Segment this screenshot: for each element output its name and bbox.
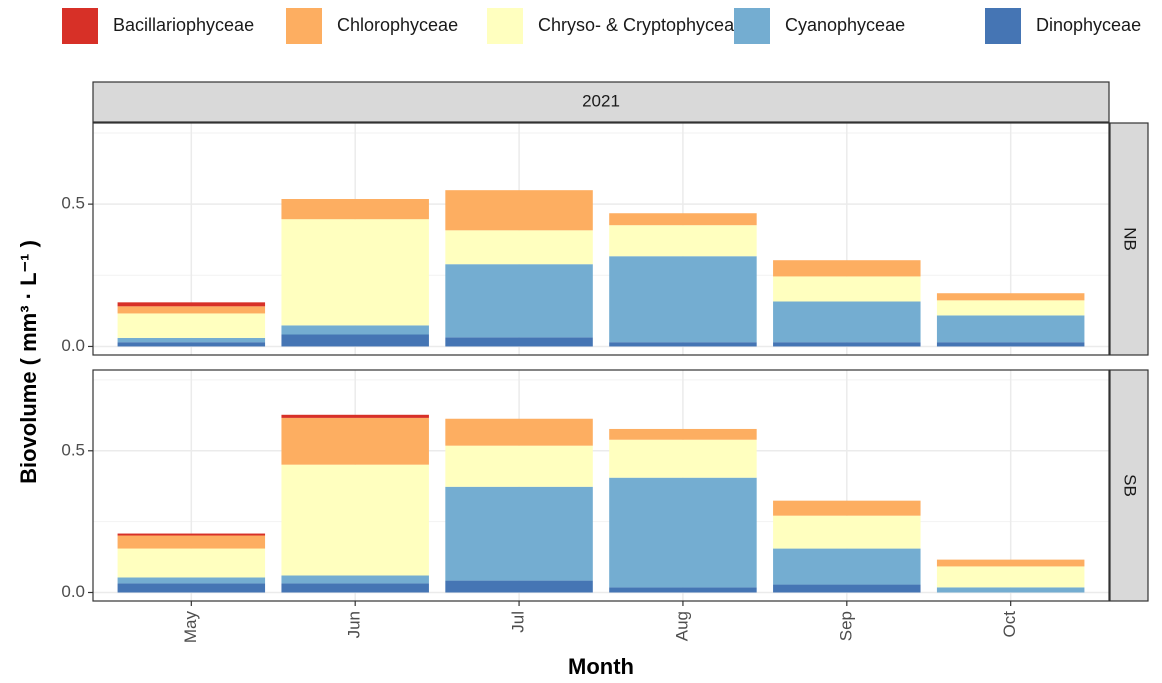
bar-segment — [445, 580, 593, 593]
legend-key — [286, 8, 322, 44]
bar-segment — [117, 306, 266, 314]
bar-segment — [773, 548, 921, 585]
legend-label: Chryso- & Cryptophyceae — [538, 15, 744, 35]
panel-strip — [1109, 369, 1149, 602]
bar-segment — [773, 260, 921, 277]
y-tick-label: 0.0 — [61, 336, 85, 355]
legend-label: Cyanophyceae — [785, 15, 905, 35]
bar-segment — [609, 342, 757, 347]
bar-segment — [609, 587, 757, 593]
bar-segment — [281, 199, 429, 220]
bar-segment — [117, 302, 266, 307]
bar-segment — [609, 256, 757, 343]
bar-segment — [445, 337, 593, 347]
facet-strip — [92, 81, 1110, 123]
bar-segment — [773, 276, 921, 302]
bar-segment — [445, 190, 593, 231]
bar-segment — [281, 575, 429, 584]
bar-segment — [773, 500, 921, 516]
y-tick-label: 0.0 — [61, 582, 85, 601]
bar-segment — [445, 418, 593, 446]
bar-segment — [117, 337, 266, 343]
panel-label: NB — [1121, 227, 1140, 251]
bar-segment — [117, 342, 266, 347]
bar-segment — [936, 342, 1085, 347]
bar-segment — [281, 417, 429, 465]
x-tick-label: Aug — [672, 611, 691, 641]
bar-segment — [936, 566, 1085, 588]
legend-key — [734, 8, 770, 44]
bar-segment — [773, 584, 921, 593]
x-tick-label: May — [181, 611, 200, 644]
bar-segment — [281, 334, 429, 347]
y-tick-label: 0.5 — [61, 440, 85, 459]
bar-segment — [281, 414, 429, 418]
panel-strip — [1109, 122, 1149, 356]
facet-title: 2021 — [582, 91, 620, 110]
bar-segment — [281, 583, 429, 593]
bar-segment — [773, 301, 921, 343]
bar-segment — [445, 486, 593, 581]
bar-segment — [117, 548, 266, 578]
y-axis-label: Biovolume ( mm³ · L⁻¹ ) — [16, 240, 41, 484]
bar-segment — [117, 583, 266, 593]
bar-segment — [281, 325, 429, 335]
legend-label: Chlorophyceae — [337, 15, 458, 35]
bar-segment — [445, 445, 593, 487]
bar-segment — [936, 587, 1085, 593]
bar-segment — [117, 313, 266, 338]
legend-key — [62, 8, 98, 44]
bar-segment — [936, 300, 1085, 316]
bar-segment — [281, 464, 429, 576]
panel-border — [92, 122, 1110, 356]
bar-segment — [445, 230, 593, 265]
bar-segment — [773, 342, 921, 347]
bar-segment — [117, 535, 266, 549]
legend-label: Bacillariophyceae — [113, 15, 254, 35]
bar-segment — [773, 515, 921, 549]
bar-segment — [609, 428, 757, 440]
x-tick-label: Oct — [1000, 611, 1019, 638]
bar-segment — [936, 559, 1085, 567]
legend-key — [985, 8, 1021, 44]
panel-label: SB — [1121, 474, 1140, 497]
bar-segment — [609, 225, 757, 257]
panel-border — [92, 369, 1110, 602]
bar-segment — [445, 264, 593, 338]
bar-segment — [609, 213, 757, 226]
bar-segment — [609, 439, 757, 478]
x-tick-label: Jul — [509, 611, 528, 633]
bar-segment — [117, 577, 266, 584]
y-tick-label: 0.5 — [61, 194, 85, 213]
bar-segment — [117, 533, 266, 536]
x-tick-label: Sep — [836, 611, 855, 641]
legend-key — [487, 8, 523, 44]
legend-label: Dinophyceae — [1036, 15, 1141, 35]
bar-segment — [936, 293, 1085, 301]
bar-segment — [609, 477, 757, 588]
bar-segment — [936, 315, 1085, 343]
x-axis-label: Month — [568, 654, 634, 679]
bar-segment — [281, 219, 429, 326]
x-tick-label: Jun — [345, 611, 364, 638]
